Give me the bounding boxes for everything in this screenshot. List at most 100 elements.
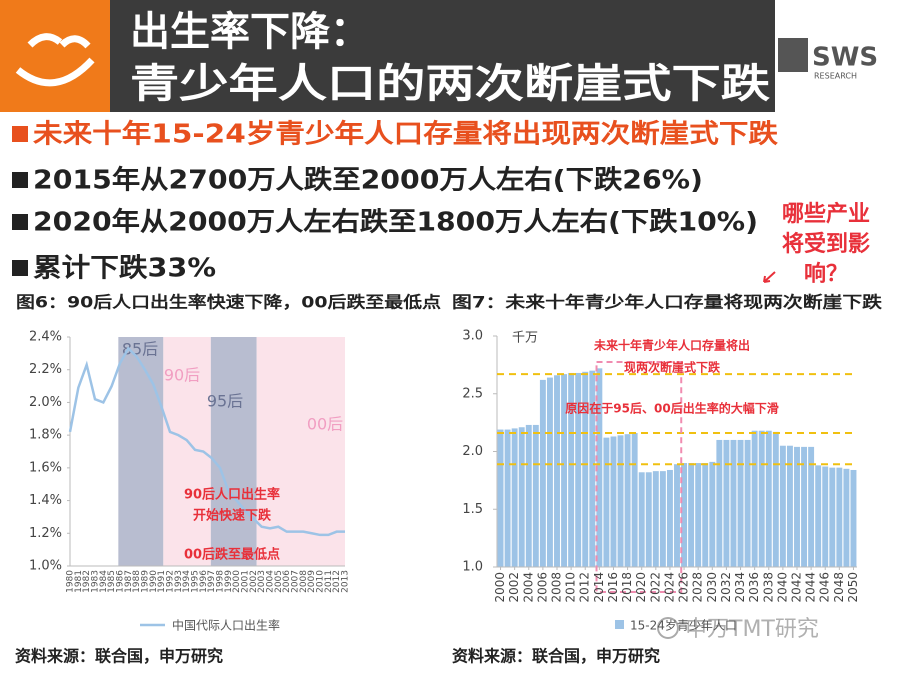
x-tick-label: 2006 — [282, 570, 292, 593]
x-tick-label: 2001 — [241, 570, 251, 593]
bar — [737, 439, 744, 567]
y-tick-label: 2.0% — [29, 395, 62, 410]
source: 资料来源：联合国，申万研究 — [15, 647, 223, 666]
bar — [836, 467, 843, 567]
bar — [582, 371, 589, 567]
x-tick-label: 1991 — [157, 570, 167, 593]
era-band — [210, 337, 257, 566]
bar — [617, 435, 624, 567]
wechat-icon — [657, 617, 679, 639]
x-tick-label: 1995 — [191, 570, 201, 593]
bar — [532, 424, 539, 567]
bar — [525, 424, 532, 567]
annotation: 00后跌至最低点 — [184, 547, 280, 563]
y-tick-label: 1.0% — [29, 559, 62, 574]
x-tick-label: 2002 — [507, 572, 521, 603]
x-tick-label: 2026 — [677, 572, 691, 603]
bar — [511, 428, 518, 567]
x-tick-label: 2000 — [493, 572, 507, 603]
bar — [801, 446, 808, 567]
y-tick-label: 1.5 — [462, 502, 483, 517]
sws-icon — [778, 38, 808, 72]
bullet: 未来十年15-24岁青少年人口存量将出现两次断崖式下跌 — [33, 119, 778, 150]
bar — [575, 372, 582, 567]
x-tick-label: 2024 — [662, 572, 676, 603]
x-tick-label: 1993 — [174, 570, 184, 593]
x-tick-label: 1986 — [116, 570, 126, 593]
figure-caption: 图6：90后人口出生率快速下降，00后跌至最低点 — [16, 293, 441, 312]
x-tick-label: 2018 — [620, 572, 634, 603]
legend-swatch — [615, 620, 624, 629]
x-tick-label: 1984 — [99, 570, 109, 593]
x-tick-label: 2016 — [606, 572, 620, 603]
x-tick-label: 2006 — [535, 572, 549, 603]
x-tick-label: 2000 — [232, 570, 242, 593]
y-tick-label: 1.6% — [29, 460, 62, 475]
y-axis-unit: 千万 — [512, 331, 538, 346]
x-tick-label: 2004 — [521, 572, 535, 603]
era-label: 95后 — [207, 392, 243, 411]
bar — [751, 430, 758, 567]
title-line: 出生率下降： — [130, 9, 370, 55]
era-label: 85后 — [122, 340, 158, 359]
x-tick-label: 1988 — [132, 570, 142, 593]
legend-label: 15-24岁青少年人口 — [630, 618, 737, 633]
x-tick-label: 1994 — [182, 570, 192, 593]
bar — [554, 375, 560, 567]
x-tick-label: 1992 — [166, 570, 176, 593]
bar — [702, 463, 709, 567]
y-tick-label: 1.2% — [29, 526, 62, 541]
y-tick-label: 2.4% — [29, 330, 62, 345]
x-tick-label: 2036 — [747, 572, 761, 603]
x-tick-label: 2014 — [592, 572, 606, 603]
x-tick-label: 1990 — [149, 570, 159, 593]
bar — [779, 445, 786, 567]
bar — [497, 429, 504, 567]
x-tick-label: 2048 — [832, 572, 846, 603]
x-tick-label: 2022 — [648, 572, 662, 603]
bar — [772, 431, 779, 567]
x-tick-label: 2050 — [846, 572, 860, 603]
x-tick-label: 2009 — [307, 570, 317, 593]
y-tick-label: 3.0 — [462, 329, 483, 344]
x-tick-label: 2028 — [691, 572, 705, 603]
era-band — [118, 337, 164, 566]
x-tick-label: 2044 — [804, 572, 818, 603]
bar — [808, 446, 815, 567]
bullet-marker — [12, 126, 28, 142]
bar — [758, 430, 765, 567]
x-tick-label: 2020 — [634, 572, 648, 603]
bar — [688, 463, 695, 567]
bar — [645, 472, 652, 567]
logo-sub: RESEARCH — [814, 72, 857, 81]
annotation: 开始快速下跌 — [193, 508, 272, 524]
annotation: 原因在于95后、00后出生率的大幅下滑 — [565, 401, 778, 416]
y-tick-label: 2.5 — [462, 386, 483, 401]
logo-text: SWS — [812, 43, 878, 73]
x-tick-label: 1996 — [199, 570, 209, 593]
bar — [786, 445, 793, 567]
x-tick-label: 2013 — [341, 570, 351, 593]
x-tick-label: 2040 — [775, 572, 789, 603]
bullet-marker — [12, 260, 28, 276]
bar — [843, 468, 850, 567]
bar — [829, 467, 836, 567]
bar — [850, 469, 857, 567]
bar — [631, 433, 638, 567]
x-tick-label: 1982 — [82, 570, 92, 593]
bar — [822, 466, 829, 567]
bar — [546, 377, 553, 567]
callout: 将受到影 — [782, 231, 870, 257]
bar — [596, 368, 603, 567]
x-tick-label: 2003 — [257, 570, 267, 593]
x-tick-label: 1987 — [124, 570, 134, 593]
bar — [666, 469, 673, 567]
bar — [794, 446, 800, 567]
bar — [504, 429, 511, 567]
bar — [695, 463, 702, 567]
legend-label: 中国代际人口出生率 — [172, 618, 280, 633]
era-label: 90后 — [164, 366, 200, 385]
annotation: 未来十年青少年人口存量将出 — [593, 338, 750, 353]
